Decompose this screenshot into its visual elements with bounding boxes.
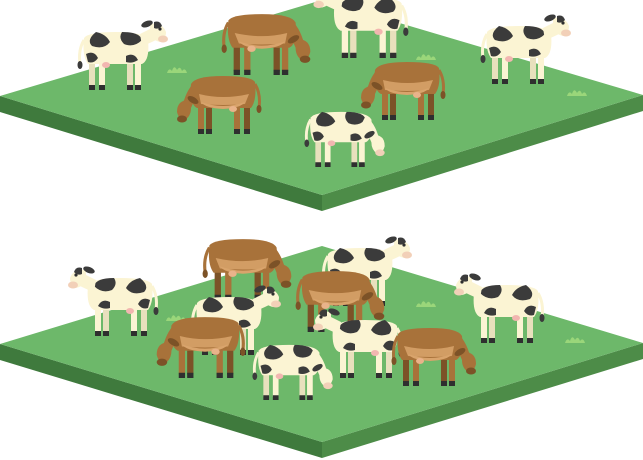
holstein-cow-icon (480, 14, 571, 84)
holstein-cow-icon (252, 344, 333, 400)
holstein-cow-icon (313, 0, 409, 58)
grass-tuft (416, 54, 436, 60)
grass-tuft (567, 90, 587, 96)
field-left-edge (0, 96, 322, 211)
field-right-edge (322, 95, 643, 211)
top-field (0, 0, 643, 211)
brown-cow-icon (391, 328, 476, 386)
holstein-cow-icon (454, 273, 545, 343)
brown-cow-icon (177, 76, 262, 134)
bottom-field (0, 236, 643, 458)
holstein-cow-icon (304, 111, 385, 167)
grass-tuft (565, 337, 585, 343)
grass-tuft (167, 67, 187, 73)
field-right-edge (322, 343, 643, 458)
field-left-edge (0, 344, 322, 458)
brown-cow-icon (295, 271, 385, 332)
holstein-cow-icon (68, 266, 159, 336)
brown-cow-icon (202, 239, 292, 300)
brown-cow-icon (221, 14, 311, 75)
grass-tuft (416, 301, 436, 307)
brown-cow-icon (361, 62, 446, 120)
holstein-cow-icon (77, 20, 168, 90)
brown-cow-icon (156, 317, 246, 378)
